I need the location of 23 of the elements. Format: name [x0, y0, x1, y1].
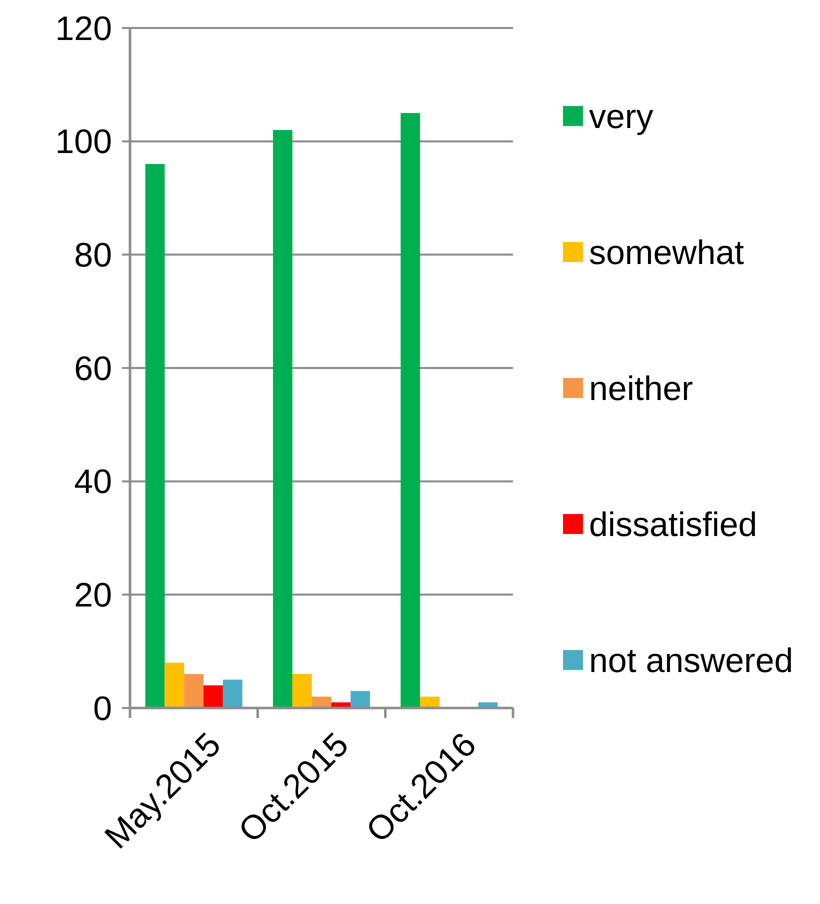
y-tick-label: 20 — [74, 576, 112, 615]
bar — [400, 113, 420, 708]
y-tick-label: 80 — [74, 236, 112, 275]
y-tick-label: 0 — [93, 690, 112, 728]
bar — [272, 130, 292, 708]
bar — [222, 680, 242, 708]
bar — [145, 164, 165, 708]
bar — [420, 696, 440, 708]
legend-label: somewhat — [589, 234, 745, 272]
y-tick-label: 40 — [74, 463, 112, 502]
bar — [292, 674, 312, 708]
bar — [350, 691, 370, 708]
legend-label: dissatisfied — [589, 506, 758, 544]
legend-label: very — [589, 98, 654, 136]
bar — [204, 685, 223, 708]
bar — [164, 662, 184, 708]
legend-label: not answered — [589, 642, 794, 680]
y-tick-label: 100 — [55, 123, 112, 162]
legend-label: neither — [589, 370, 693, 408]
y-tick-label: 60 — [74, 350, 112, 388]
bar — [184, 674, 204, 708]
bar — [312, 696, 332, 708]
y-tick-label: 120 — [55, 10, 112, 48]
